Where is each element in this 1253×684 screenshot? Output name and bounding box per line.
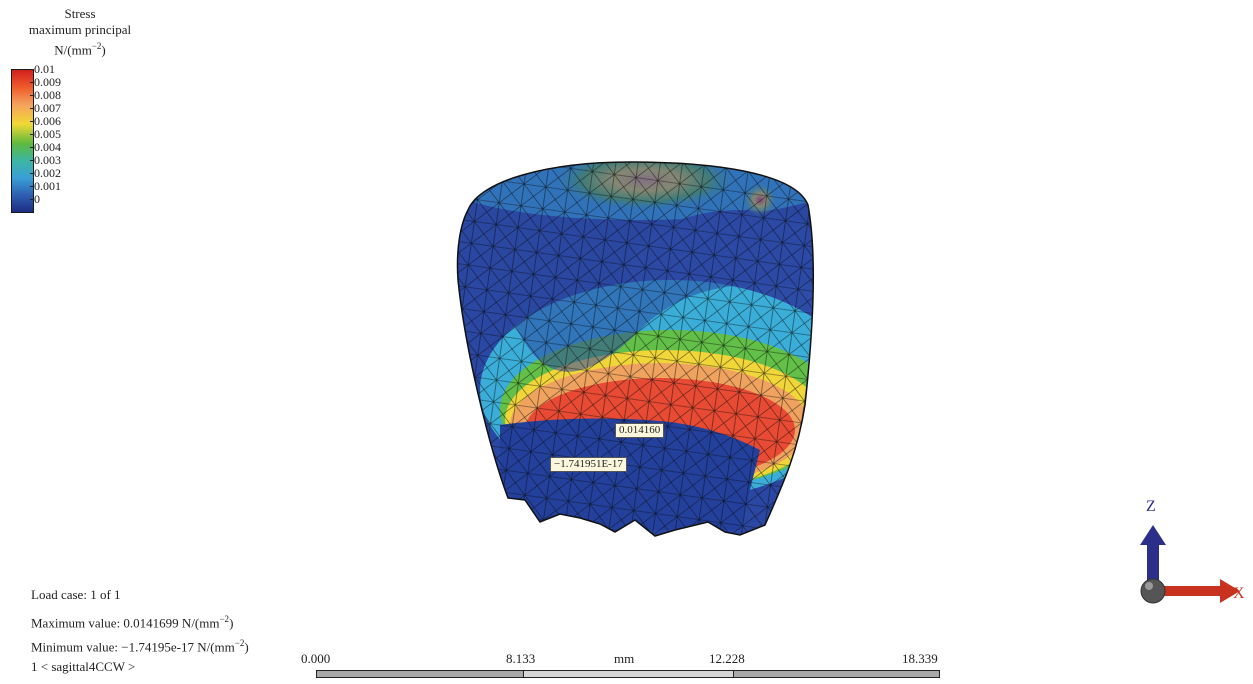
min-value-probe: −1.741951E-17 — [550, 457, 627, 472]
legend-title: Stress maximum principal N/(mm−2) — [0, 6, 160, 58]
scale-unit: mm — [614, 651, 634, 666]
legend-tick: 0.003 — [34, 154, 61, 166]
stress-model-viewport[interactable] — [440, 150, 840, 550]
minimum-value-label: Minimum value: −1.74195e-17 N/(mm−2) — [31, 635, 249, 655]
legend-tick: 0.001 — [34, 180, 61, 192]
scale-label-end: 18.339 — [902, 651, 938, 666]
x-axis-label: X — [1233, 585, 1245, 603]
legend-tick: 0.005 — [34, 128, 61, 140]
legend-tick: 0.009 — [34, 76, 61, 88]
z-axis-label: Z — [1146, 498, 1156, 516]
legend-tick: 0 — [34, 193, 40, 205]
legend-tick: 0.008 — [34, 89, 61, 101]
origin-sphere-icon — [1141, 579, 1165, 603]
scale-segment — [734, 671, 939, 677]
scale-label-start: 0.000 — [301, 651, 330, 666]
scale-label-mid2: 12.228 — [709, 651, 745, 666]
legend-color-bar — [11, 69, 34, 213]
view-name-label: 1 < sagittal4CCW > — [31, 659, 135, 675]
legend-tick: 0.007 — [34, 102, 61, 114]
legend-tick: 0.004 — [34, 141, 61, 153]
load-case-label: Load case: 1 of 1 — [31, 587, 121, 603]
z-axis-arrowhead — [1140, 525, 1166, 545]
legend-ticks: 0.01 0.009 0.008 0.007 0.006 0.005 0.004… — [34, 63, 94, 223]
axis-triad[interactable]: Z X — [1120, 495, 1253, 625]
scale-label-mid1: 8.133 — [506, 651, 535, 666]
legend-tick: 0.01 — [34, 63, 55, 75]
origin-highlight — [1145, 582, 1153, 590]
legend-title-line1: Stress — [0, 6, 160, 22]
max-value-probe: 0.014160 — [615, 423, 664, 438]
scale-bar — [316, 670, 940, 678]
scale-segment — [317, 671, 523, 677]
maximum-value-label: Maximum value: 0.0141699 N/(mm−2) — [31, 611, 233, 631]
scale-segment — [523, 671, 734, 677]
legend-title-line2: maximum principal — [0, 22, 160, 38]
legend-unit: N/(mm−2) — [0, 38, 160, 58]
legend-tick: 0.006 — [34, 115, 61, 127]
axis-triad-graphic — [1120, 495, 1253, 625]
legend-tick: 0.002 — [34, 167, 61, 179]
